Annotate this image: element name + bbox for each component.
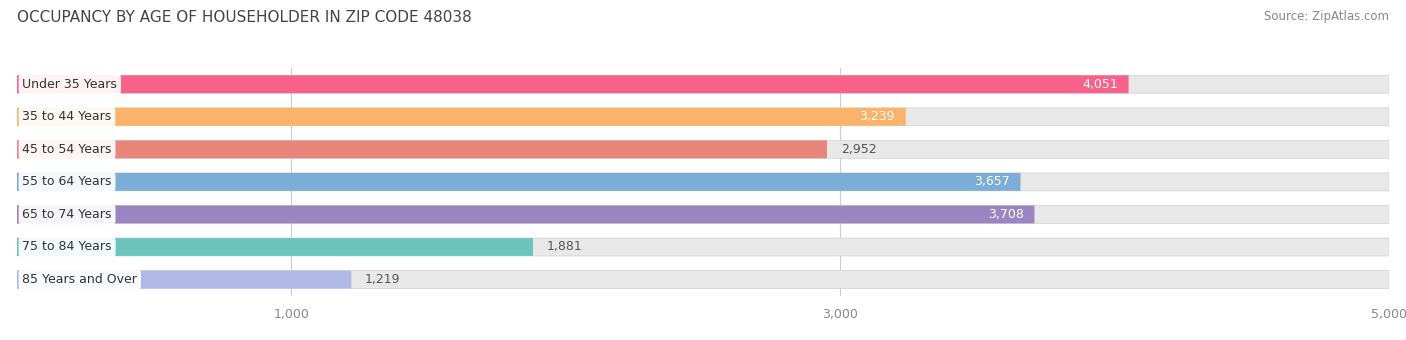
- FancyBboxPatch shape: [17, 238, 533, 256]
- FancyBboxPatch shape: [17, 75, 1129, 93]
- Text: 2,952: 2,952: [841, 143, 876, 156]
- Text: 1,219: 1,219: [366, 273, 401, 286]
- FancyBboxPatch shape: [17, 108, 1389, 126]
- Text: Under 35 Years: Under 35 Years: [22, 78, 117, 91]
- FancyBboxPatch shape: [17, 140, 827, 158]
- Text: 45 to 54 Years: 45 to 54 Years: [22, 143, 111, 156]
- FancyBboxPatch shape: [17, 75, 1389, 93]
- Text: 55 to 64 Years: 55 to 64 Years: [22, 175, 111, 188]
- Text: 3,708: 3,708: [987, 208, 1024, 221]
- Text: 3,239: 3,239: [859, 110, 894, 123]
- Text: 1,881: 1,881: [547, 240, 582, 254]
- FancyBboxPatch shape: [17, 205, 1389, 223]
- FancyBboxPatch shape: [17, 173, 1021, 191]
- Text: 4,051: 4,051: [1083, 78, 1118, 91]
- Text: OCCUPANCY BY AGE OF HOUSEHOLDER IN ZIP CODE 48038: OCCUPANCY BY AGE OF HOUSEHOLDER IN ZIP C…: [17, 10, 471, 25]
- Text: 85 Years and Over: 85 Years and Over: [22, 273, 138, 286]
- FancyBboxPatch shape: [17, 238, 1389, 256]
- FancyBboxPatch shape: [17, 205, 1035, 223]
- Text: 75 to 84 Years: 75 to 84 Years: [22, 240, 112, 254]
- Text: 35 to 44 Years: 35 to 44 Years: [22, 110, 111, 123]
- Text: Source: ZipAtlas.com: Source: ZipAtlas.com: [1264, 10, 1389, 23]
- Text: 65 to 74 Years: 65 to 74 Years: [22, 208, 111, 221]
- FancyBboxPatch shape: [17, 140, 1389, 158]
- FancyBboxPatch shape: [17, 108, 905, 126]
- FancyBboxPatch shape: [17, 271, 352, 288]
- FancyBboxPatch shape: [17, 173, 1389, 191]
- FancyBboxPatch shape: [17, 271, 1389, 288]
- Text: 3,657: 3,657: [974, 175, 1010, 188]
